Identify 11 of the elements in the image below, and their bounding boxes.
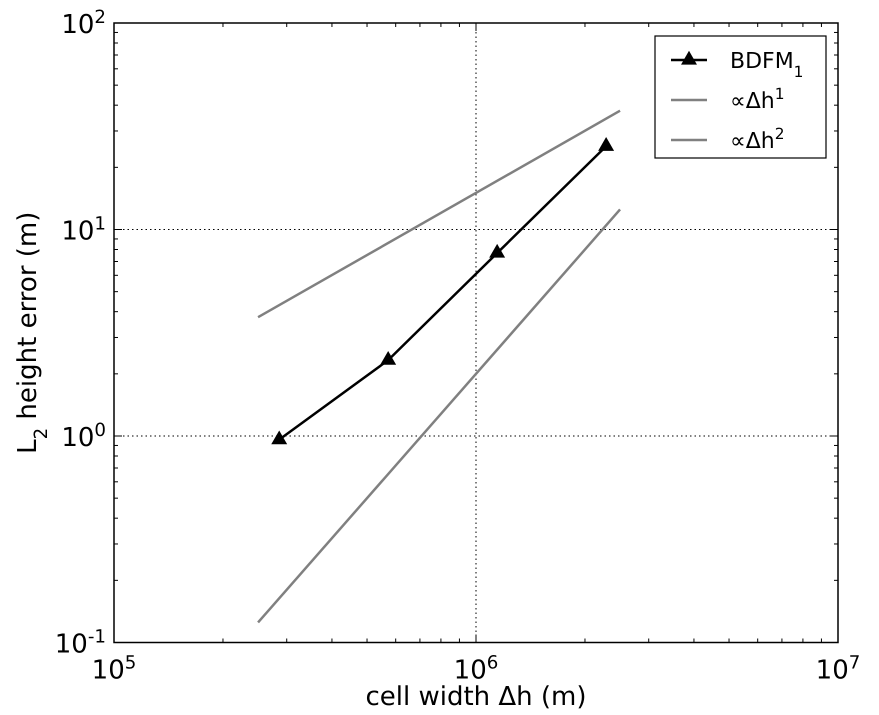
y-tick-label: 10$^{1}$ [61,213,106,246]
y-tick-label: 10$^{0}$ [61,420,106,453]
point [271,430,288,444]
y-tick-label: 10$^{2}$ [61,6,106,40]
legend-label: ∝Δh$^{1}$ [730,85,785,114]
legend-label: ∝Δh$^{2}$ [730,125,785,154]
point [489,244,506,258]
x-tick-label: 10$^{7}$ [816,652,860,686]
point [380,350,396,365]
legend-label: BDFM$_{1}$ [730,49,804,81]
point [598,137,614,151]
